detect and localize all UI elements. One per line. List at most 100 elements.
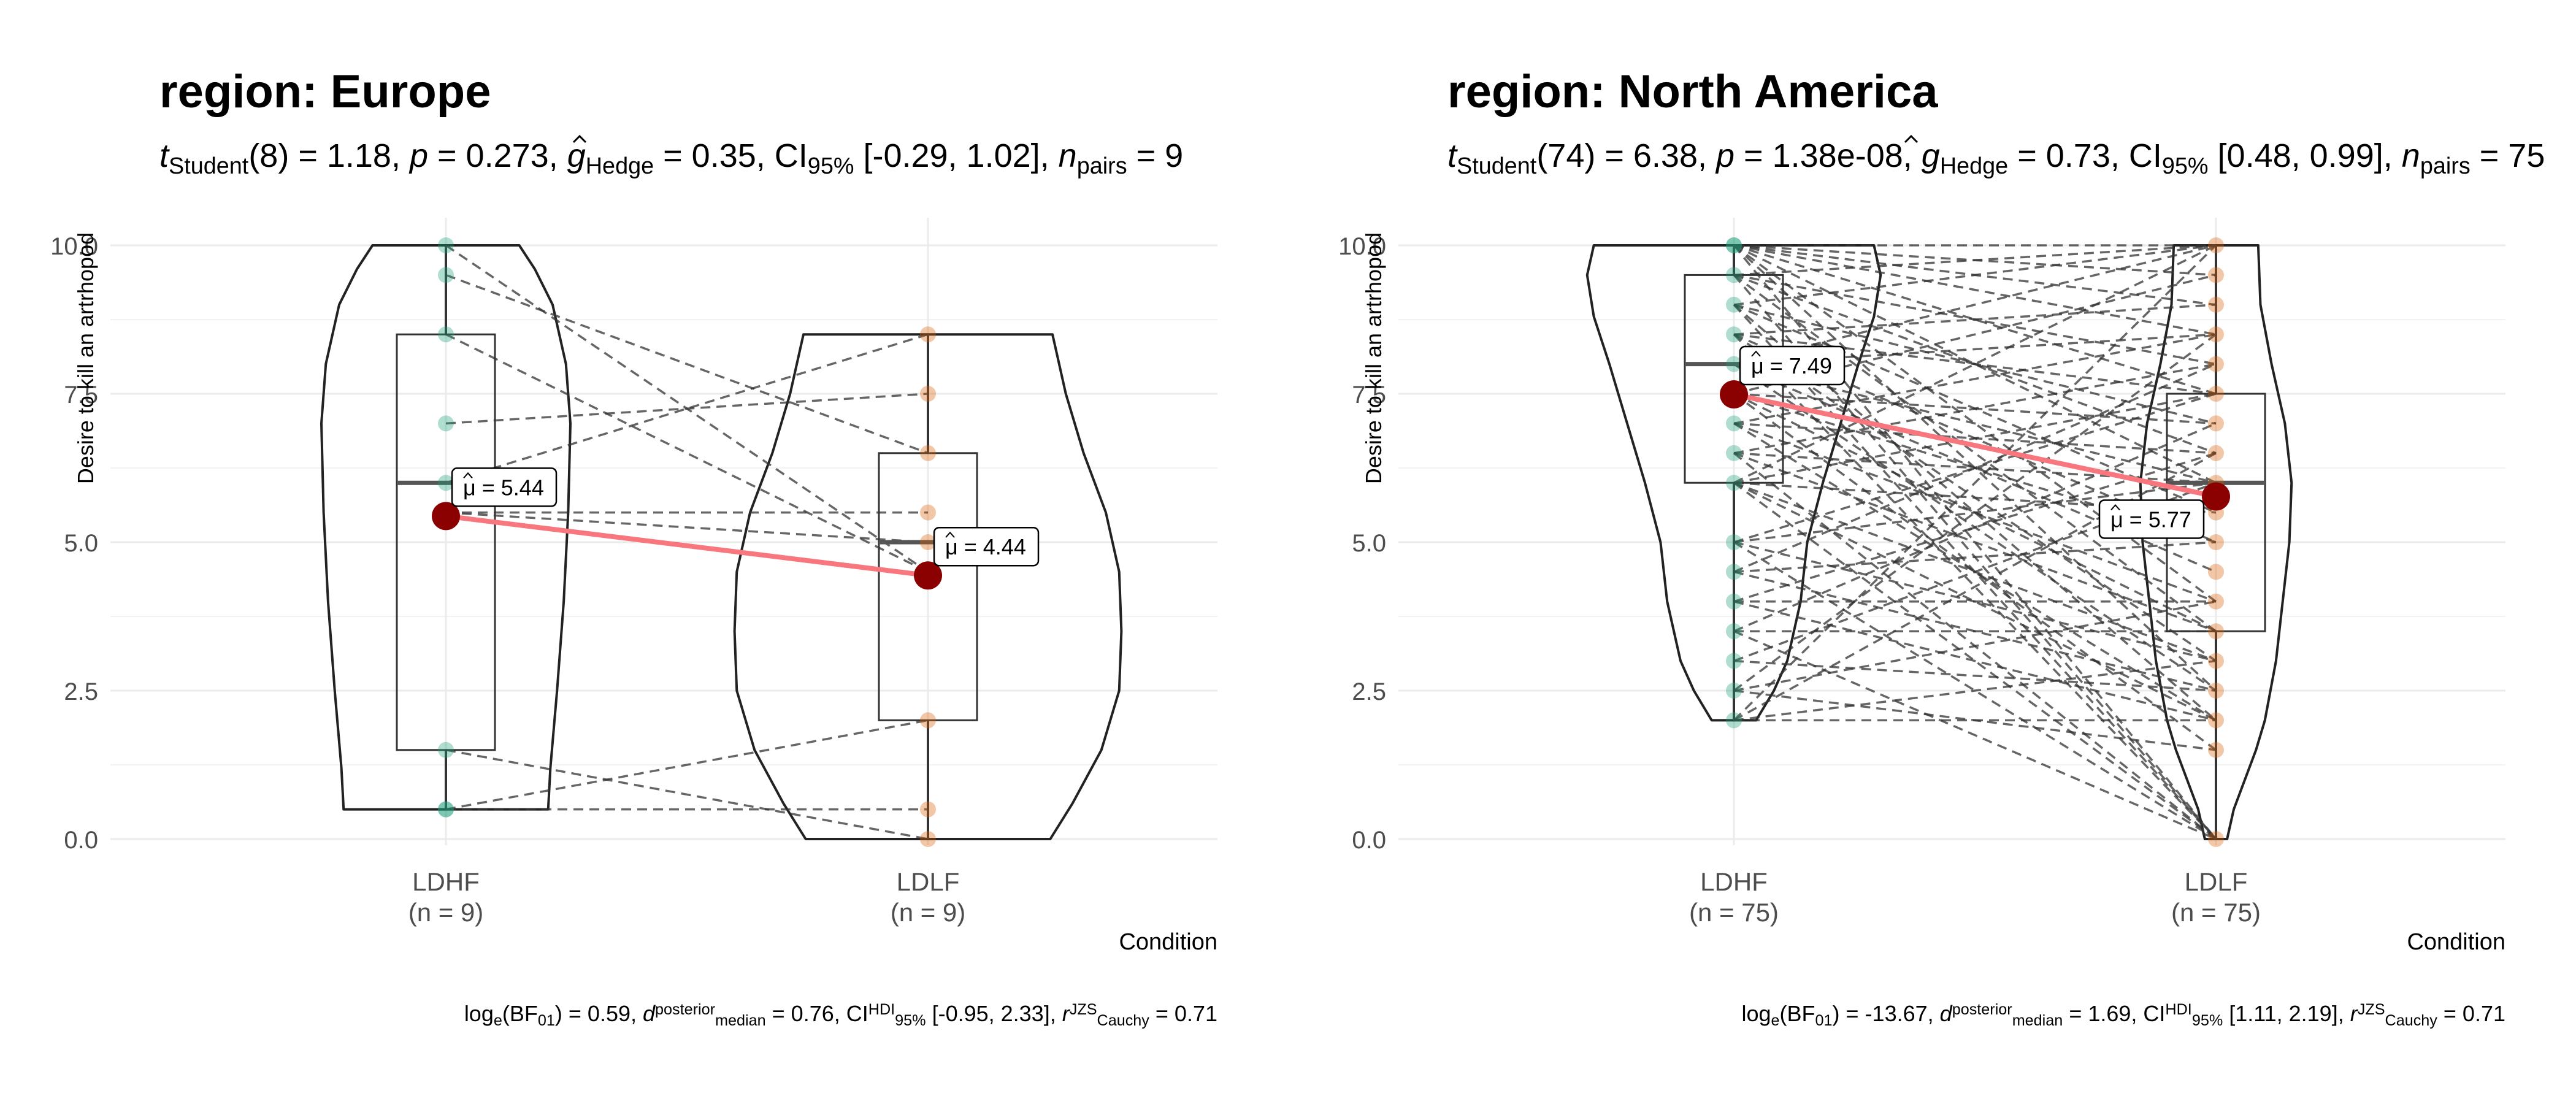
- x-tick-label: LDHF: [1700, 867, 1768, 896]
- point-LDLF: [920, 386, 936, 402]
- pair-line: [445, 719, 929, 811]
- panel-subtitle-part: g: [1922, 137, 1940, 174]
- point-LDLF: [2208, 564, 2224, 580]
- point-LDHF: [438, 742, 454, 758]
- bayes-caption-part: log: [1741, 1001, 1771, 1026]
- mean-label-box: [933, 526, 1040, 567]
- pair-line: [1733, 393, 2217, 484]
- panel-subtitle-part: 95%: [2162, 153, 2209, 179]
- pair-line: [1733, 362, 2217, 573]
- mean-point-LDHF: [1720, 380, 1748, 408]
- mean-point-LDLF: [2202, 482, 2230, 511]
- bayes-caption-part: HDI: [868, 1001, 895, 1018]
- pair-line: [1733, 600, 2217, 692]
- mean-label: μ = 4.44: [945, 534, 1026, 559]
- pair-line: [445, 274, 929, 454]
- bayes-caption-part: [1.11, 2.19],: [2223, 1001, 2350, 1026]
- bayes-caption-part: (BF: [1780, 1001, 1815, 1026]
- bayes-caption-part: 01: [1815, 1012, 1833, 1029]
- point-LDLF: [2208, 593, 2224, 610]
- point-LDLF: [2208, 831, 2224, 847]
- bayes-caption-part: d: [643, 1001, 656, 1026]
- panel-subtitle-part: p: [408, 137, 428, 174]
- panel-subtitle-part: = 75: [2471, 137, 2545, 174]
- mean-label: μ = 5.44: [463, 475, 544, 500]
- panel-subtitle-part: = 1.38e-08,: [1735, 137, 1922, 174]
- point-LDHF: [1726, 415, 1742, 432]
- point-LDLF: [920, 445, 936, 461]
- pair-line: [1733, 452, 2217, 632]
- panel-title: region: Europe: [159, 66, 491, 118]
- point-LDHF: [438, 237, 454, 253]
- y-tick-label: 7.5: [64, 381, 98, 408]
- mean-label-part: μ: [2110, 507, 2123, 532]
- panel-title: region: North America: [1447, 66, 1938, 118]
- bayes-caption-part: = 1.69,: [2063, 1001, 2143, 1026]
- point-LDLF: [2208, 445, 2224, 461]
- pair-line: [445, 333, 929, 573]
- point-LDHF: [1726, 534, 1742, 550]
- point-LDLF: [2208, 237, 2224, 253]
- point-LDHF: [1726, 683, 1742, 699]
- point-LDHF: [1726, 623, 1742, 640]
- point-LDHF: [1726, 267, 1742, 283]
- point-LDHF: [1726, 564, 1742, 580]
- bayes-caption-part: d: [1940, 1001, 1953, 1026]
- bayes-caption-part: 95%: [2192, 1012, 2223, 1029]
- panel-0: region: Europe tStudent(8) = 1.18, p = 0.…: [50, 66, 1217, 1029]
- point-LDLF: [920, 712, 936, 729]
- pair-line: [1733, 304, 2217, 335]
- x-tick-n: (n = 75): [2171, 898, 2261, 927]
- panel-subtitle-part: n: [2402, 137, 2420, 174]
- bayes-caption-part: r: [1062, 1001, 1071, 1026]
- point-LDHF: [1726, 237, 1742, 253]
- bayes-caption-part: (BF: [502, 1001, 538, 1026]
- pair-line: [1733, 304, 2217, 721]
- panel-subtitle-part: = 0.35,: [654, 137, 775, 174]
- x-tick-label: LDHF: [412, 867, 480, 896]
- mean-label-part: = 5.77: [2123, 507, 2191, 532]
- panel-subtitle-part: p: [1715, 137, 1735, 174]
- point-LDHF: [438, 267, 454, 283]
- hat-mark: [572, 134, 587, 144]
- bayes-caption-part: = 0.71: [1149, 1001, 1217, 1026]
- pair-line: [1733, 333, 2217, 692]
- hat-mark: [1904, 134, 1919, 144]
- point-LDHF: [438, 326, 454, 343]
- point-LDLF: [2208, 534, 2224, 550]
- panel-subtitle-part: pairs: [1077, 153, 1127, 179]
- panel-subtitle-part: g: [567, 137, 586, 174]
- point-LDHF: [1726, 296, 1742, 313]
- mean-label-part: = 4.44: [958, 534, 1026, 559]
- bayes-caption-part: Cauchy: [2385, 1012, 2438, 1029]
- bayes-caption-part: r: [2350, 1001, 2359, 1026]
- violin-LDLF: [733, 333, 1123, 840]
- mean-label-part: μ: [945, 534, 958, 559]
- bayes-caption-part: [-0.95, 2.33],: [926, 1001, 1062, 1026]
- x-axis-label: Condition: [1119, 929, 1217, 955]
- pair-line: [1733, 659, 2217, 722]
- y-tick-label: 5.0: [1352, 530, 1386, 557]
- pair-line: [1733, 244, 2217, 335]
- box-LDHF: [396, 333, 496, 751]
- bayes-caption-part: ) = -13.67,: [1833, 1001, 1940, 1026]
- point-LDHF: [1726, 326, 1742, 343]
- y-tick-label: 0.0: [1352, 827, 1386, 854]
- point-LDLF: [920, 326, 936, 343]
- point-LDLF: [2208, 623, 2224, 640]
- mean-label-part: = 5.44: [476, 475, 544, 500]
- mean-label-box: [451, 467, 558, 507]
- panel-subtitle-part: CI: [775, 137, 808, 174]
- panel-subtitle-part: = 0.273,: [428, 137, 567, 174]
- point-LDLF: [920, 534, 936, 550]
- panel-subtitle-part: t: [1447, 137, 1458, 174]
- pair-line: [1733, 244, 2217, 484]
- point-LDLF: [2208, 296, 2224, 313]
- point-LDLF: [920, 801, 936, 818]
- pair-line: [1733, 244, 2217, 721]
- bayes-caption-part: median: [715, 1012, 766, 1029]
- y-tick-label: 5.0: [64, 530, 98, 557]
- bayes-caption-part: ) = 0.59,: [555, 1001, 643, 1026]
- pair-line: [1733, 659, 2217, 692]
